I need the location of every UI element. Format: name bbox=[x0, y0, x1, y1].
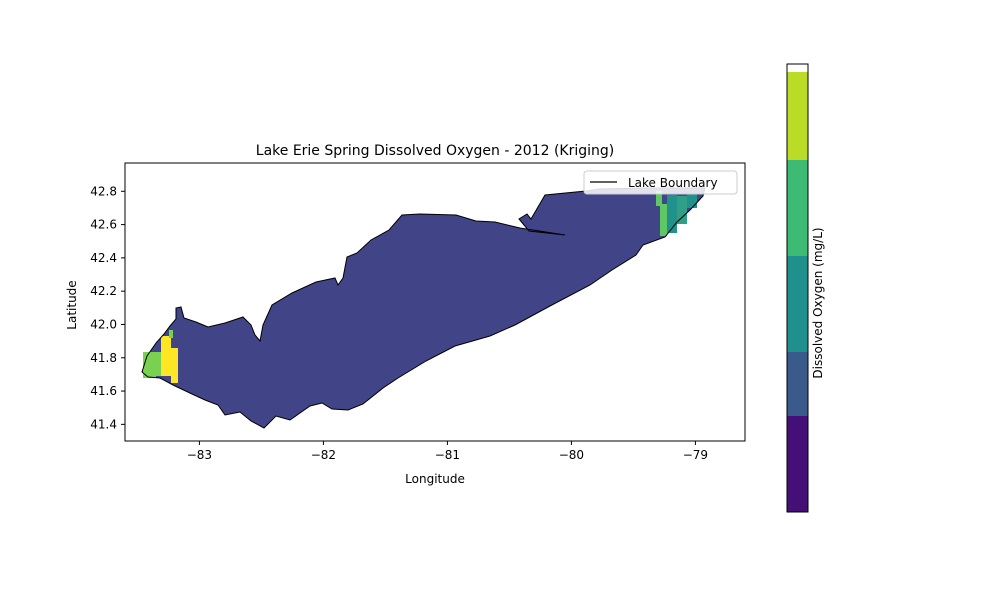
colorbar-band-4 bbox=[787, 160, 808, 256]
x-tick-label: −81 bbox=[435, 448, 460, 462]
east-mid-patch bbox=[677, 196, 687, 224]
west-mid-patch-3 bbox=[169, 330, 173, 338]
colorbar-band-2 bbox=[787, 352, 808, 416]
x-tick-label: −80 bbox=[559, 448, 584, 462]
y-axis-label: Latitude bbox=[65, 280, 79, 329]
x-tick-label: −83 bbox=[187, 448, 212, 462]
east-low-patch-2 bbox=[687, 194, 697, 208]
y-axis-ticks: 41.4 41.6 41.8 42.0 42.2 42.4 42.6 42.8 bbox=[90, 184, 125, 431]
chart-title: Lake Erie Spring Dissolved Oxygen - 2012… bbox=[256, 143, 614, 159]
colorbar-band-5 bbox=[787, 72, 808, 160]
west-high-patch bbox=[161, 336, 171, 376]
y-tick-label: 42.2 bbox=[90, 284, 117, 298]
east-low-patch bbox=[667, 195, 677, 233]
legend: Lake Boundary bbox=[584, 171, 737, 194]
x-tick-label: −82 bbox=[311, 448, 336, 462]
colorbar-label: Dissolved Oxygen (mg/L) bbox=[811, 227, 825, 378]
y-tick-label: 42.8 bbox=[90, 184, 117, 198]
east-high-patch-2 bbox=[660, 204, 667, 236]
colorbar-band-1 bbox=[787, 416, 808, 512]
y-tick-label: 42.6 bbox=[90, 218, 117, 232]
x-axis-ticks: −83 −82 −81 −80 −79 bbox=[187, 441, 708, 462]
x-tick-label: −79 bbox=[683, 448, 708, 462]
west-mid-patch-2 bbox=[156, 352, 161, 376]
colorbar-band-3 bbox=[787, 256, 808, 352]
colorbar: Dissolved Oxygen (mg/L) bbox=[787, 64, 825, 512]
y-tick-label: 41.8 bbox=[90, 351, 117, 365]
y-tick-label: 41.6 bbox=[90, 384, 117, 398]
y-tick-label: 42.4 bbox=[90, 251, 117, 265]
legend-label: Lake Boundary bbox=[628, 176, 718, 190]
y-tick-label: 42.0 bbox=[90, 317, 117, 331]
x-axis-label: Longitude bbox=[405, 472, 465, 486]
west-high-patch-2 bbox=[171, 348, 178, 383]
lake-fill bbox=[142, 188, 705, 428]
y-tick-label: 41.4 bbox=[90, 417, 117, 431]
